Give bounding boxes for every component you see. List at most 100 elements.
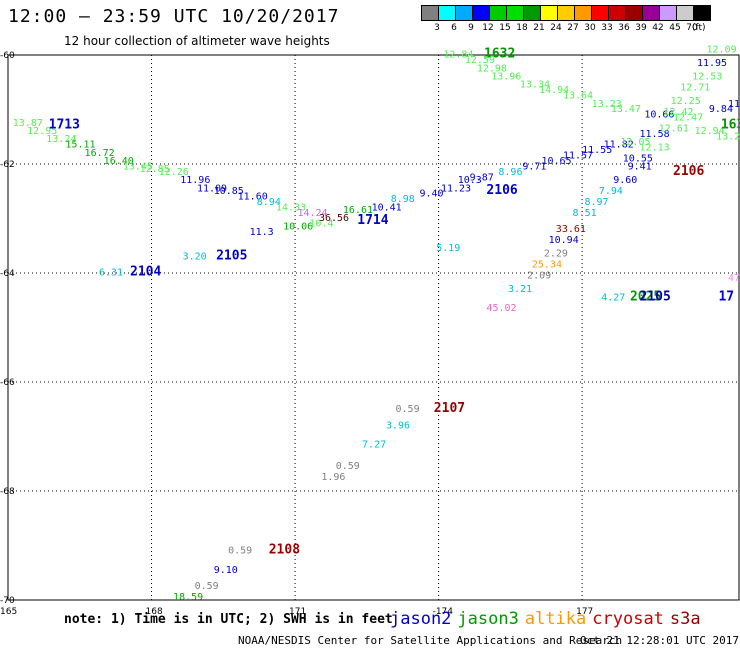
latitude-label: -70: [0, 596, 15, 606]
latitude-label: -64: [0, 269, 15, 279]
wave-height-value: 9.84: [709, 104, 733, 115]
pass-time-label: 1714: [357, 213, 388, 228]
longitude-label: 171: [289, 607, 306, 617]
wave-height-value: 11.55: [582, 145, 612, 156]
wave-height-value: 9.87: [470, 172, 494, 183]
wave-height-value: 8.97: [585, 197, 609, 208]
wave-height-value: 9.10: [214, 565, 238, 576]
credit-line: NOAA/NESDIS Center for Satellite Applica…: [238, 634, 623, 647]
wave-height-value: 11.3: [250, 227, 274, 238]
pass-time-label: 2106: [673, 164, 704, 179]
color-scale-tick: 6: [451, 23, 457, 33]
page-title: 12:00 – 23:59 UTC 10/20/2017: [8, 6, 340, 27]
wave-height-value: 5.19: [436, 243, 460, 254]
pass-time-label: 1713: [49, 118, 80, 133]
page-subtitle: 12 hour collection of altimeter wave hei…: [64, 34, 330, 48]
wave-height-value: 10.3: [458, 175, 482, 186]
wave-height-value: 13.45: [123, 161, 153, 172]
wave-height-value: 8.51: [573, 208, 597, 219]
longitude-label: 168: [146, 607, 163, 617]
wave-height-value: 14.33: [276, 202, 306, 213]
color-scale-tick: 18: [516, 23, 528, 33]
wave-height-value: 33.61: [556, 224, 586, 235]
wave-height-value: 12.13: [640, 142, 670, 153]
wave-height-value: 4.27: [601, 292, 625, 303]
wave-height-value: 13.64: [563, 91, 593, 102]
wave-height-value: 18.59: [173, 592, 203, 603]
wave-height-value: 3.21: [508, 284, 532, 295]
wave-height-value: 9.71: [522, 161, 546, 172]
wave-height-value: 12.53: [692, 72, 722, 83]
wave-height-value: 3.96: [386, 420, 410, 431]
wave-height-value: 6.31: [99, 268, 123, 279]
wave-height-value: 12.47: [673, 112, 703, 123]
wave-height-value: 36.56: [319, 213, 349, 224]
wave-height-value: 10.41: [372, 202, 402, 213]
wave-height-value: 10.65: [541, 156, 571, 167]
wave-height-value: 13.47: [611, 104, 641, 115]
pass-time-label: 2107: [434, 401, 465, 416]
wave-height-value: 0.59: [195, 581, 219, 592]
wave-height-value: 12.94: [695, 126, 725, 137]
wave-height-value: 14.24: [297, 208, 327, 219]
wave-height-value: 11.95: [697, 58, 727, 69]
latitude-label: -62: [0, 160, 15, 170]
wave-height-value: 11.82: [604, 140, 634, 151]
wave-height-value: 12.95: [27, 126, 57, 137]
wave-height-value: 10.94: [549, 235, 579, 246]
wave-height-value: 9.60: [613, 175, 637, 186]
wave-height-value: 8.94: [257, 197, 281, 208]
color-scale-tick: 36: [618, 23, 630, 33]
wave-height-value: 7.27: [362, 439, 386, 450]
wave-height-value: 2.09: [527, 270, 551, 281]
wave-height-value: 15.11: [65, 140, 95, 151]
color-scale-tick: 9: [468, 23, 474, 33]
longitude-label: -174: [433, 607, 454, 617]
wave-height-value: 0.59: [336, 461, 360, 472]
color-scale-tick: 33: [601, 23, 613, 33]
wave-height-value: 12.85: [140, 164, 170, 175]
wave-height-value: 16.61: [343, 205, 373, 216]
pass-time-label: 2104: [130, 265, 161, 280]
pass-time-label: 1632: [484, 47, 515, 62]
color-scale-tick: 42: [652, 23, 664, 33]
longitude-label: 165: [0, 607, 17, 617]
wave-height-value: 11.09: [197, 183, 227, 194]
pass-time-label: 2105: [216, 248, 247, 263]
color-scale-tick: 45: [669, 23, 681, 33]
wave-height-value: 12.25: [671, 96, 701, 107]
color-scale-tick: 24: [550, 23, 562, 33]
satellite-legend-item: altika: [524, 609, 587, 629]
wave-height-value: 10.55: [623, 153, 653, 164]
satellite-legend-item: jason2: [390, 609, 452, 629]
satellite-legend: jason2 jason3 altika cryosat s3a: [390, 609, 707, 629]
pass-time-label: 2108: [269, 543, 300, 558]
wave-height-value: 2.29: [544, 249, 568, 260]
wave-height-value: 11.0: [728, 99, 740, 110]
wave-height-value: 13.24: [46, 134, 76, 145]
satellite-legend-item: cryosat: [592, 609, 664, 629]
wave-height-value: 13.87: [13, 118, 43, 129]
wave-height-value: 7.94: [599, 186, 623, 197]
wave-height-value: 10.06: [283, 221, 313, 232]
pass-time-label: 17: [718, 289, 734, 304]
color-scale-bin: 18: [506, 5, 528, 33]
wave-height-value: 8.96: [498, 167, 522, 178]
pass-time-label: 163: [721, 118, 740, 133]
footer-note: note: 1) Time is in UTC; 2) SWH is in fe…: [64, 612, 393, 627]
wave-height-value: 8.98: [391, 194, 415, 205]
wave-height-value: 12.71: [680, 82, 710, 93]
wave-height-value: 0.59: [396, 404, 420, 415]
wave-height-value: 12.59: [465, 55, 495, 66]
satellite-legend-item: jason3: [457, 609, 519, 629]
wave-height-value: 11.23: [441, 183, 471, 194]
wave-height-value: 16.72: [85, 148, 115, 159]
wave-height-value: 10.66: [644, 110, 674, 121]
longitude-label: 177: [576, 607, 593, 617]
wave-height-value: 11.57: [563, 151, 593, 162]
color-scale-legend: 3 6 9 12 15 18 21 24 27 30 33 36 39 42 45 70 (ft): [421, 5, 711, 33]
wave-height-value: 12.84: [443, 50, 473, 61]
wave-height-value: 11.58: [640, 129, 670, 140]
color-scale-tick: 21: [533, 23, 545, 33]
